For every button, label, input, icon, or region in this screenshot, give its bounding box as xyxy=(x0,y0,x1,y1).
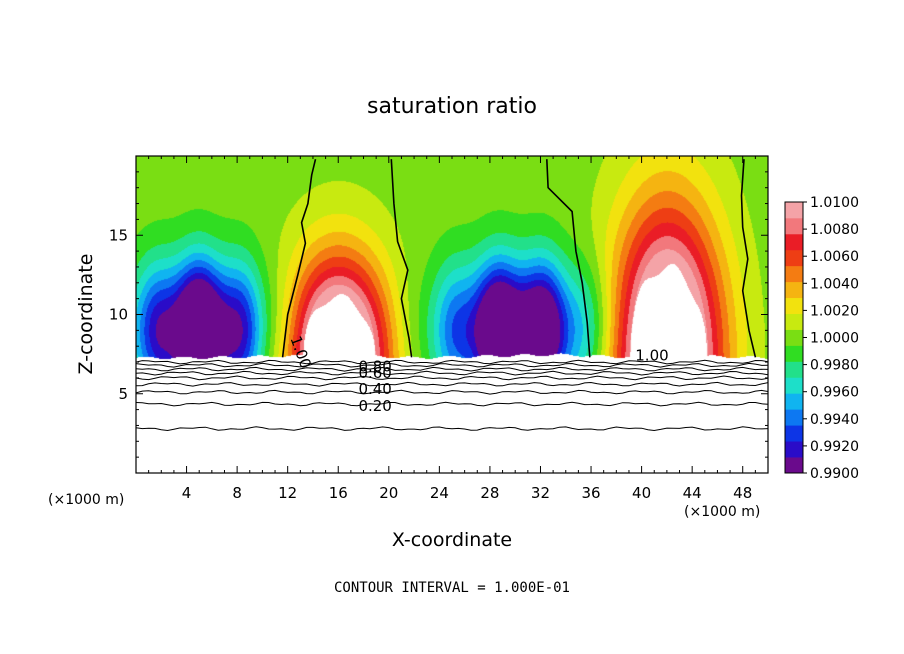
contour-label: 1.00 xyxy=(635,346,668,364)
colorbar-swatch xyxy=(785,313,803,330)
x-tick-label: 36 xyxy=(581,484,600,502)
colorbar-swatch xyxy=(785,281,803,299)
colorbar-labels: 1.0100 1.0080 1.0060 1.0040 1.0020 1.0000 0.99… xyxy=(803,195,859,482)
isoline-lower xyxy=(136,381,768,387)
y-tick-label: 15 xyxy=(109,226,128,244)
isoline-lower xyxy=(136,401,768,407)
isoline-lower xyxy=(136,426,768,432)
isoline-lower xyxy=(136,375,768,381)
saturation-field-heatmap xyxy=(136,156,768,473)
colorbar-swatch xyxy=(785,409,803,426)
x-tick-label: 44 xyxy=(683,484,702,502)
colorbar-swatch xyxy=(785,377,803,394)
contour-label: 0.20 xyxy=(358,397,391,415)
colorbar-label: 0.9920 xyxy=(810,439,859,455)
isoline-lower xyxy=(136,366,768,372)
isoline-lower xyxy=(136,370,768,376)
y-tick-label: 10 xyxy=(109,306,128,324)
colorbar-swatch xyxy=(785,393,803,410)
colorbar-label: 0.9940 xyxy=(810,412,859,428)
colorbar-swatch xyxy=(785,345,803,362)
isoline-lower xyxy=(136,389,768,395)
colorbar-label: 0.9980 xyxy=(810,358,859,374)
colorbar-swatch xyxy=(785,217,803,235)
x-tick-label: 32 xyxy=(531,484,550,502)
y-axis-label: Z-coordinate xyxy=(75,254,97,375)
colorbar-label: 1.0100 xyxy=(810,195,859,211)
colorbar-label: 1.0020 xyxy=(810,303,859,319)
isoline-1-00 xyxy=(390,159,413,358)
x-tick-label: 48 xyxy=(733,484,752,502)
x-tick-label: 28 xyxy=(480,484,499,502)
contour-label: 0.40 xyxy=(358,380,391,398)
colorbar-label: 1.0060 xyxy=(810,249,859,265)
x-tick-label: 16 xyxy=(329,484,348,502)
y-axis: 5 10 15 xyxy=(109,171,768,458)
isoline-1-00 xyxy=(281,159,317,358)
colorbar-swatch xyxy=(785,361,803,378)
x-unit-left: (×1000 m) xyxy=(48,492,124,508)
x-tick-label: 40 xyxy=(632,484,651,502)
colorbar-swatch xyxy=(785,297,803,314)
contour-lines xyxy=(136,159,768,432)
x-axis-label: X-coordinate xyxy=(392,529,512,551)
x-tick-label: 20 xyxy=(379,484,398,502)
colorbar-swatch xyxy=(785,329,803,346)
colorbar-swatch xyxy=(785,425,803,442)
isoline-1-00 xyxy=(546,159,591,358)
colorbar-swatch xyxy=(785,202,803,219)
colorbar-label: 1.0040 xyxy=(810,276,859,292)
colorbar-swatch xyxy=(785,441,803,458)
isoline-1-00 xyxy=(740,159,757,358)
isoline-lower xyxy=(136,362,768,368)
x-axis: 4 8 12 16 20 24 28 32 36 40 44 48 xyxy=(148,156,756,502)
y-tick-label: 5 xyxy=(118,385,128,403)
colorbar-label: 1.0000 xyxy=(810,331,859,347)
x-tick-label: 4 xyxy=(182,484,192,502)
chart-title: saturation ratio xyxy=(367,94,537,119)
colorbar-swatch xyxy=(785,249,803,267)
colorbar-swatch xyxy=(785,457,803,474)
contour-label: 0.60 xyxy=(358,364,391,382)
x-unit-right: (×1000 m) xyxy=(684,504,760,520)
colorbar-swatch xyxy=(785,265,803,283)
x-tick-label: 12 xyxy=(278,484,297,502)
colorbar-label: 0.9960 xyxy=(810,385,859,401)
colorbar xyxy=(784,201,804,474)
contour-label: 0.80 xyxy=(358,358,391,376)
contour-interval-note: CONTOUR INTERVAL = 1.000E-01 xyxy=(334,580,570,596)
x-tick-label: 8 xyxy=(232,484,242,502)
isoline-lower xyxy=(136,359,768,365)
colorbar-label: 1.0080 xyxy=(810,222,859,238)
x-tick-label: 24 xyxy=(430,484,449,502)
colorbar-label: 0.9900 xyxy=(810,466,859,482)
colorbar-swatch xyxy=(785,233,803,251)
